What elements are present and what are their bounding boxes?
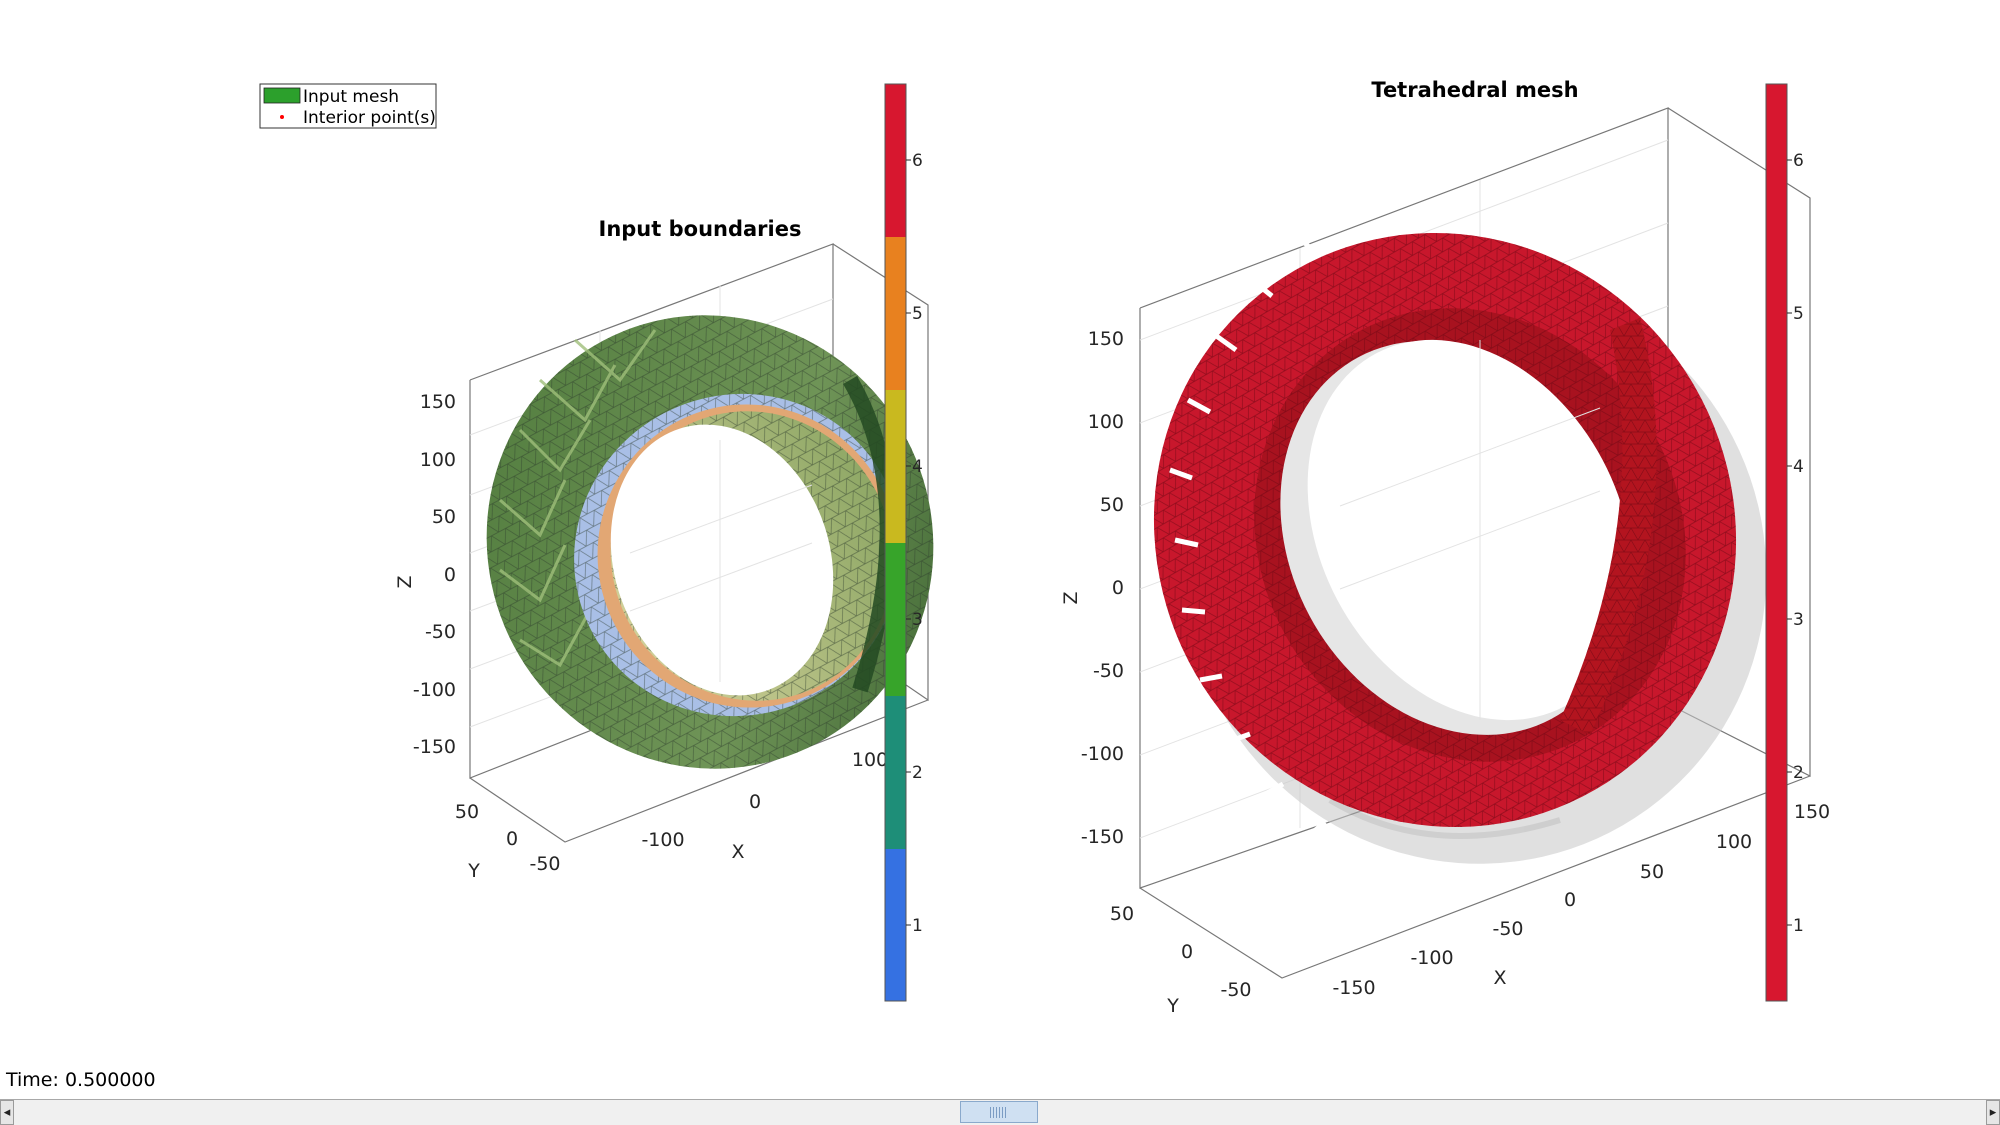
time-readout: Time: 0.500000 [6, 1069, 156, 1091]
left-axes: 150 100 50 0 -50 -100 -150 Z -100 0 100 … [394, 217, 934, 882]
right-z-axis-label: Z [1060, 591, 1082, 604]
left-x-tick-label: -100 [641, 829, 684, 851]
right-colorbar-tick: 5 [1793, 304, 1804, 324]
legend[interactable]: Input mesh Interior point(s) [259, 83, 437, 129]
left-y-axis: 50 0 -50 Y [455, 801, 561, 882]
left-colorbar-tick: 4 [912, 457, 923, 477]
right-axes: 150 100 50 0 -50 -100 -150 Z -150 -100 -… [1060, 78, 1830, 1017]
left-x-axis: -100 0 100 X [641, 749, 888, 863]
right-x-axis: -150 -100 -50 0 50 100 150 X [1332, 801, 1830, 999]
slider-left-arrow-icon[interactable]: ◂ [0, 1100, 14, 1125]
left-z-tick-label: -100 [413, 679, 456, 701]
right-y-tick-label: -50 [1220, 979, 1251, 1001]
legend-label-interior-points: Interior point(s) [303, 108, 436, 128]
left-colorbar-tick: 6 [912, 151, 923, 171]
left-z-axis-label: Z [394, 575, 416, 588]
legend-swatch-input-mesh [263, 87, 301, 104]
left-plot-title: Input boundaries [599, 217, 802, 241]
right-z-tick-label: -50 [1093, 660, 1124, 682]
left-x-axis-label: X [731, 841, 744, 863]
left-colorbar-tick: 5 [912, 304, 923, 324]
left-colorbar-tick: 3 [912, 610, 923, 630]
left-z-tick-label: 150 [420, 391, 456, 413]
slider-grip-icon [990, 1107, 1008, 1118]
left-z-tick-label: 0 [444, 564, 456, 586]
right-tire-mesh [1153, 232, 1737, 840]
left-y-tick-label: -50 [529, 853, 560, 875]
right-colorbar: 6 5 4 3 2 1 [1765, 83, 1804, 1002]
right-colorbar-tick: 6 [1793, 151, 1804, 171]
left-colorbar: 6 5 4 3 2 1 [884, 83, 923, 1002]
right-plot-title: Tetrahedral mesh [1371, 78, 1578, 102]
right-x-tick-label: -100 [1410, 947, 1453, 969]
left-z-tick-label: 50 [432, 506, 456, 528]
time-slider[interactable]: ◂ ▸ [0, 1099, 2000, 1125]
right-z-axis: 150 100 50 0 -50 -100 -150 Z [1060, 328, 1124, 848]
right-z-tick-label: -100 [1081, 743, 1124, 765]
right-colorbar-tick: 3 [1793, 610, 1804, 630]
right-z-tick-label: 100 [1088, 411, 1124, 433]
right-colorbar-tick: 4 [1793, 457, 1804, 477]
left-z-tick-label: -150 [413, 736, 456, 758]
left-y-tick-label: 0 [506, 828, 518, 850]
right-x-axis-label: X [1493, 967, 1506, 989]
left-colorbar-tick: 1 [912, 916, 923, 936]
right-y-axis-label: Y [1166, 995, 1179, 1017]
left-x-tick-label: 100 [852, 749, 888, 771]
right-colorbar-tick: 2 [1793, 763, 1804, 783]
right-y-axis: 50 0 -50 Y [1110, 903, 1252, 1017]
left-z-tick-label: -50 [425, 621, 456, 643]
right-y-tick-label: 50 [1110, 903, 1134, 925]
slider-right-arrow-icon[interactable]: ▸ [1986, 1100, 2000, 1125]
right-y-tick-label: 0 [1181, 941, 1193, 963]
left-z-tick-label: 100 [420, 449, 456, 471]
legend-marker-interior-points [280, 115, 284, 119]
slider-thumb[interactable] [960, 1101, 1038, 1123]
left-x-tick-label: 0 [749, 791, 761, 813]
right-z-tick-label: 50 [1100, 494, 1124, 516]
right-x-tick-label: 50 [1640, 861, 1664, 883]
left-z-axis: 150 100 50 0 -50 -100 -150 Z [394, 391, 456, 758]
legend-label-input-mesh: Input mesh [303, 87, 399, 107]
right-x-tick-label: -50 [1492, 918, 1523, 940]
right-colorbar-tick: 1 [1793, 916, 1804, 936]
right-x-tick-label: -150 [1332, 977, 1375, 999]
right-x-tick-label: 150 [1794, 801, 1830, 823]
left-y-axis-label: Y [467, 860, 480, 882]
right-z-tick-label: 0 [1112, 577, 1124, 599]
right-z-tick-label: 150 [1088, 328, 1124, 350]
right-x-tick-label: 0 [1564, 889, 1576, 911]
right-x-tick-label: 100 [1716, 831, 1752, 853]
left-y-tick-label: 50 [455, 801, 479, 823]
left-colorbar-tick: 2 [912, 763, 923, 783]
right-z-tick-label: -150 [1081, 826, 1124, 848]
left-tire-mesh [486, 315, 934, 769]
